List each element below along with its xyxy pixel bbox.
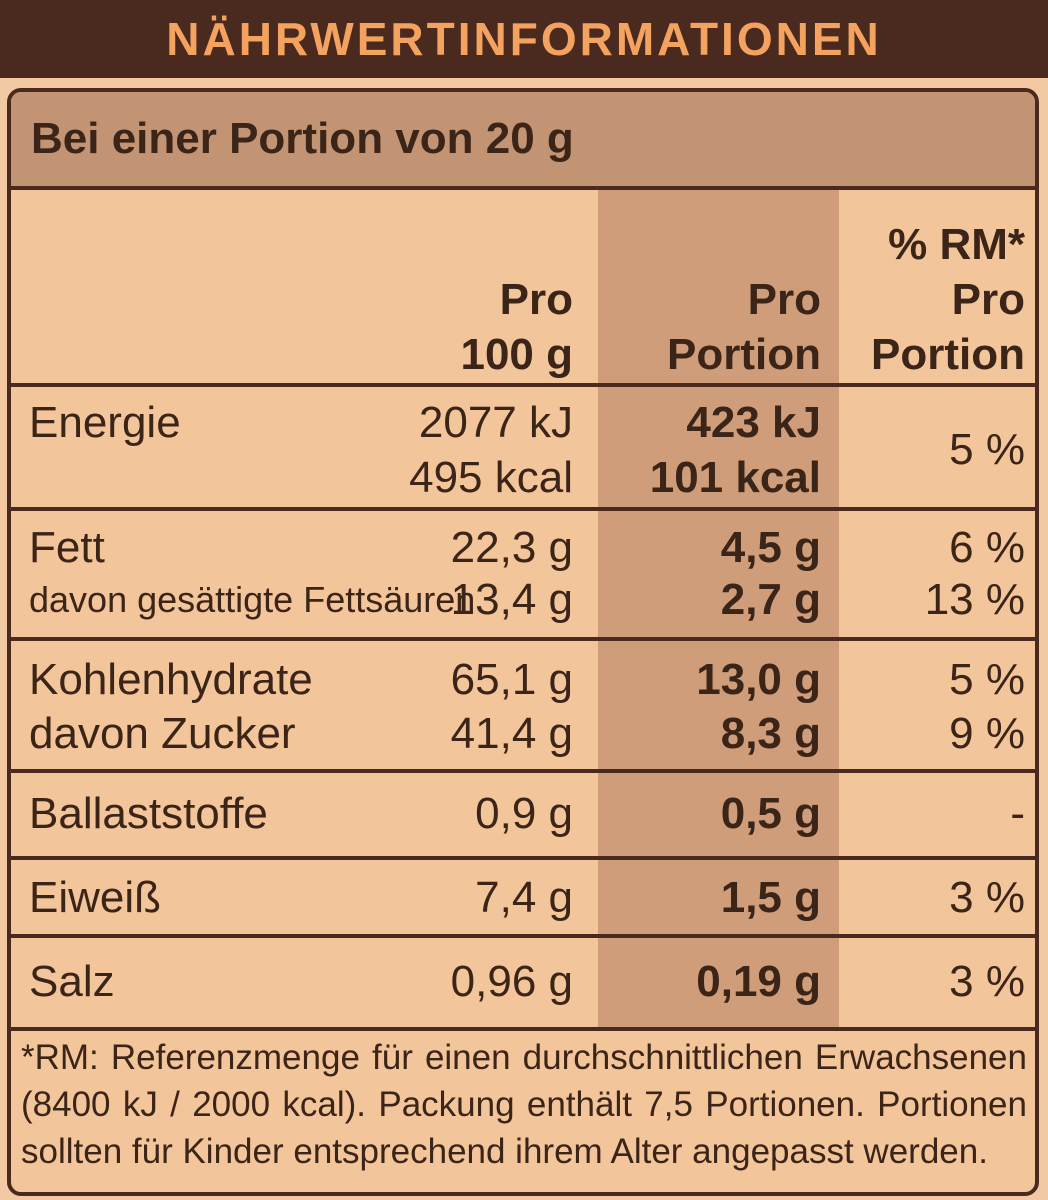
- row-sugar-per100: 41,4 g: [450, 709, 573, 758]
- row-protein-portion: 1,5 g: [720, 873, 821, 922]
- row-saturated-fat-per100: 13,4 g: [450, 575, 573, 624]
- row-carbs-per100: 65,1 g: [450, 655, 573, 704]
- row-protein-label: Eiweiß: [29, 873, 162, 922]
- row-salt-per100: 0,96 g: [450, 957, 573, 1006]
- row-fat-portion: 4,5 g: [720, 523, 821, 572]
- row-fat-per100: 22,3 g: [450, 523, 573, 572]
- row-salt-portion: 0,19 g: [696, 957, 821, 1006]
- row-divider: [11, 1027, 1035, 1031]
- nutrition-table: Bei einer Portion von 20 g Pro 100 g Pro…: [7, 88, 1039, 1196]
- row-divider: [11, 934, 1035, 938]
- row-energy-rm: 5 %: [949, 425, 1025, 474]
- portion-size-label: Bei einer Portion von 20 g: [31, 114, 574, 163]
- footnote: *RM: Referenzmenge für einen durchschnit…: [21, 1038, 1027, 1171]
- portion-bar: Bei einer Portion von 20 g: [11, 92, 1035, 190]
- header-rm-line1: % RM*: [888, 220, 1025, 269]
- row-fiber-label: Ballaststoffe: [29, 789, 268, 838]
- row-carbs-label: Kohlenhydrate: [29, 655, 313, 704]
- row-sugar-label: davon Zucker: [29, 709, 296, 758]
- row-energy-per100-kj: 2077 kJ: [418, 398, 573, 447]
- header-per-portion-line1: Pro: [747, 275, 821, 324]
- row-protein-rm: 3 %: [949, 873, 1025, 922]
- header-rm: % RM* Pro Portion: [871, 217, 1025, 382]
- row-divider: [11, 383, 1035, 387]
- row-salt-rm: 3 %: [949, 957, 1025, 1006]
- header-per-100g: Pro 100 g: [460, 272, 573, 382]
- row-fat-label: Fett: [29, 523, 105, 572]
- row-sugar-portion: 8,3 g: [720, 709, 821, 758]
- row-fiber-portion: 0,5 g: [720, 789, 821, 838]
- row-divider: [11, 507, 1035, 511]
- row-protein-per100: 7,4 g: [475, 873, 573, 922]
- row-sugar-rm: 9 %: [949, 709, 1025, 758]
- header-per-portion-line2: Portion: [667, 330, 821, 379]
- row-saturated-fat-portion: 2,7 g: [720, 575, 821, 624]
- row-saturated-fat-rm: 13 %: [924, 575, 1025, 624]
- header-per-100g-line2: 100 g: [460, 330, 573, 379]
- per-portion-column-shade: [598, 190, 839, 1029]
- row-energy-label: Energie: [29, 398, 181, 447]
- row-divider: [11, 856, 1035, 860]
- header-rm-line3: Portion: [871, 330, 1025, 379]
- row-energy-portion-kj: 423 kJ: [686, 398, 821, 447]
- row-energy-per100-kcal: 495 kcal: [409, 453, 573, 502]
- title-bar: NÄHRWERTINFORMATIONEN: [0, 0, 1048, 78]
- row-fiber-per100: 0,9 g: [475, 789, 573, 838]
- row-carbs-portion: 13,0 g: [696, 655, 821, 704]
- row-saturated-fat-label: davon gesättigte Fettsäuren: [29, 579, 476, 620]
- row-fiber-rm: -: [1010, 789, 1025, 838]
- page-title: NÄHRWERTINFORMATIONEN: [166, 13, 882, 65]
- header-rm-line2: Pro: [951, 275, 1025, 324]
- header-per-100g-line1: Pro: [499, 275, 573, 324]
- row-fat-rm: 6 %: [949, 523, 1025, 572]
- row-divider: [11, 769, 1035, 773]
- row-carbs-rm: 5 %: [949, 655, 1025, 704]
- row-salt-label: Salz: [29, 957, 115, 1006]
- header-per-portion: Pro Portion: [667, 272, 821, 382]
- row-energy-portion-kcal: 101 kcal: [649, 453, 821, 502]
- row-divider: [11, 637, 1035, 641]
